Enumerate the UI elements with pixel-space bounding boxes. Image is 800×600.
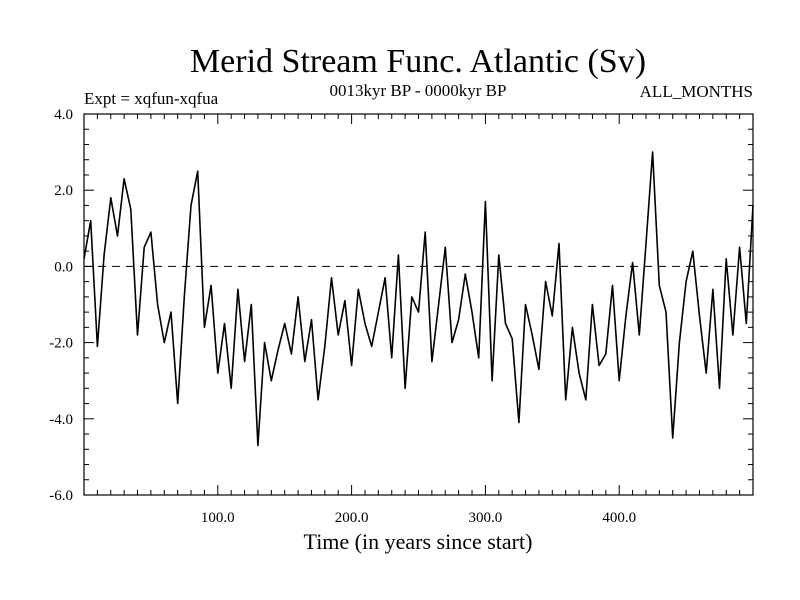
y-tick-label: 4.0: [54, 107, 73, 123]
series-line: [83, 151, 754, 447]
y-tick-label: 0.0: [54, 259, 73, 275]
x-tick-label: 100.0: [201, 510, 235, 526]
y-tick-label: -2.0: [49, 336, 73, 352]
x-tick-label: 200.0: [335, 510, 369, 526]
x-axis-ticks: [83, 114, 754, 495]
months-label: ALL_MONTHS: [640, 82, 753, 101]
x-axis-tick-labels: 100.0 200.0 300.0 400.0: [201, 510, 636, 526]
y-tick-label: 2.0: [54, 183, 73, 199]
y-axis-tick-labels: -6.0 -4.0 -2.0 0.0 2.0 4.0: [49, 107, 73, 504]
period-label: 0013kyr BP - 0000kyr BP: [330, 81, 507, 100]
x-axis-label: Time (in years since start): [304, 529, 533, 554]
x-tick-label: 300.0: [469, 510, 503, 526]
y-axis-ticks: [84, 113, 753, 496]
x-tick-label: 400.0: [602, 510, 636, 526]
y-tick-label: -4.0: [49, 412, 73, 428]
experiment-label: Expt = xqfun-xqfua: [84, 89, 219, 108]
chart-title: Merid Stream Func. Atlantic (Sv): [190, 43, 646, 80]
y-tick-label: -6.0: [49, 488, 73, 504]
